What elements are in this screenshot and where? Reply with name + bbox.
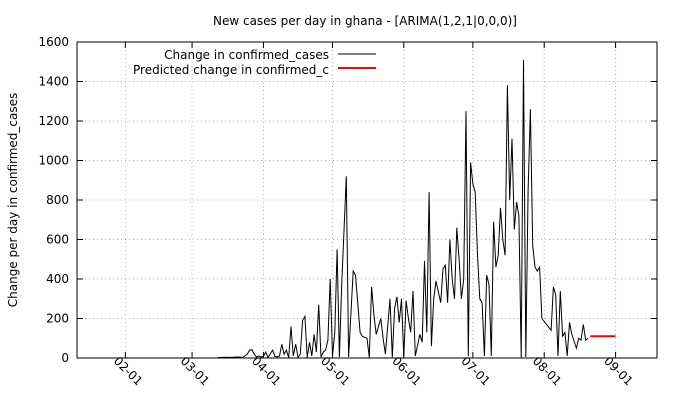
y-tick-label: 1600 [38,35,69,49]
x-tick-label: 08-01 [530,354,565,389]
x-tick-label: 02-01 [111,354,146,389]
x-tick-label: 09-01 [601,354,636,389]
y-tick-label: 200 [46,312,69,326]
y-tick-label: 1200 [38,114,69,128]
legend: Change in confirmed_cases Predicted chan… [133,48,376,77]
grid [77,41,657,359]
x-tick-label: 06-01 [389,354,424,389]
axis-ticks: 0 200 400 600 800 1000 1200 1400 1600 02-01 03-01 0… [38,35,657,388]
series-line-0 [217,59,589,359]
y-axis-label: Change per day in confirmed_cases [6,93,20,308]
chart-title: New cases per day in ghana - [ARIMA(1,2,… [213,14,517,28]
y-tick-label: 0 [61,351,69,365]
legend-label-0: Change in confirmed_cases [164,48,329,62]
y-tick-label: 400 [46,272,69,286]
y-tick-label: 800 [46,193,69,207]
legend-label-1: Predicted change in confirmed_c [133,63,329,77]
x-tick-label: 03-01 [178,354,213,389]
y-tick-label: 600 [46,233,69,247]
x-tick-label: 05-01 [318,354,353,389]
y-tick-label: 1400 [38,75,69,89]
x-tick-label: 07-01 [458,354,493,389]
x-tick-label: 04-01 [249,354,284,389]
series-group [217,59,616,359]
y-tick-label: 1000 [38,154,69,168]
